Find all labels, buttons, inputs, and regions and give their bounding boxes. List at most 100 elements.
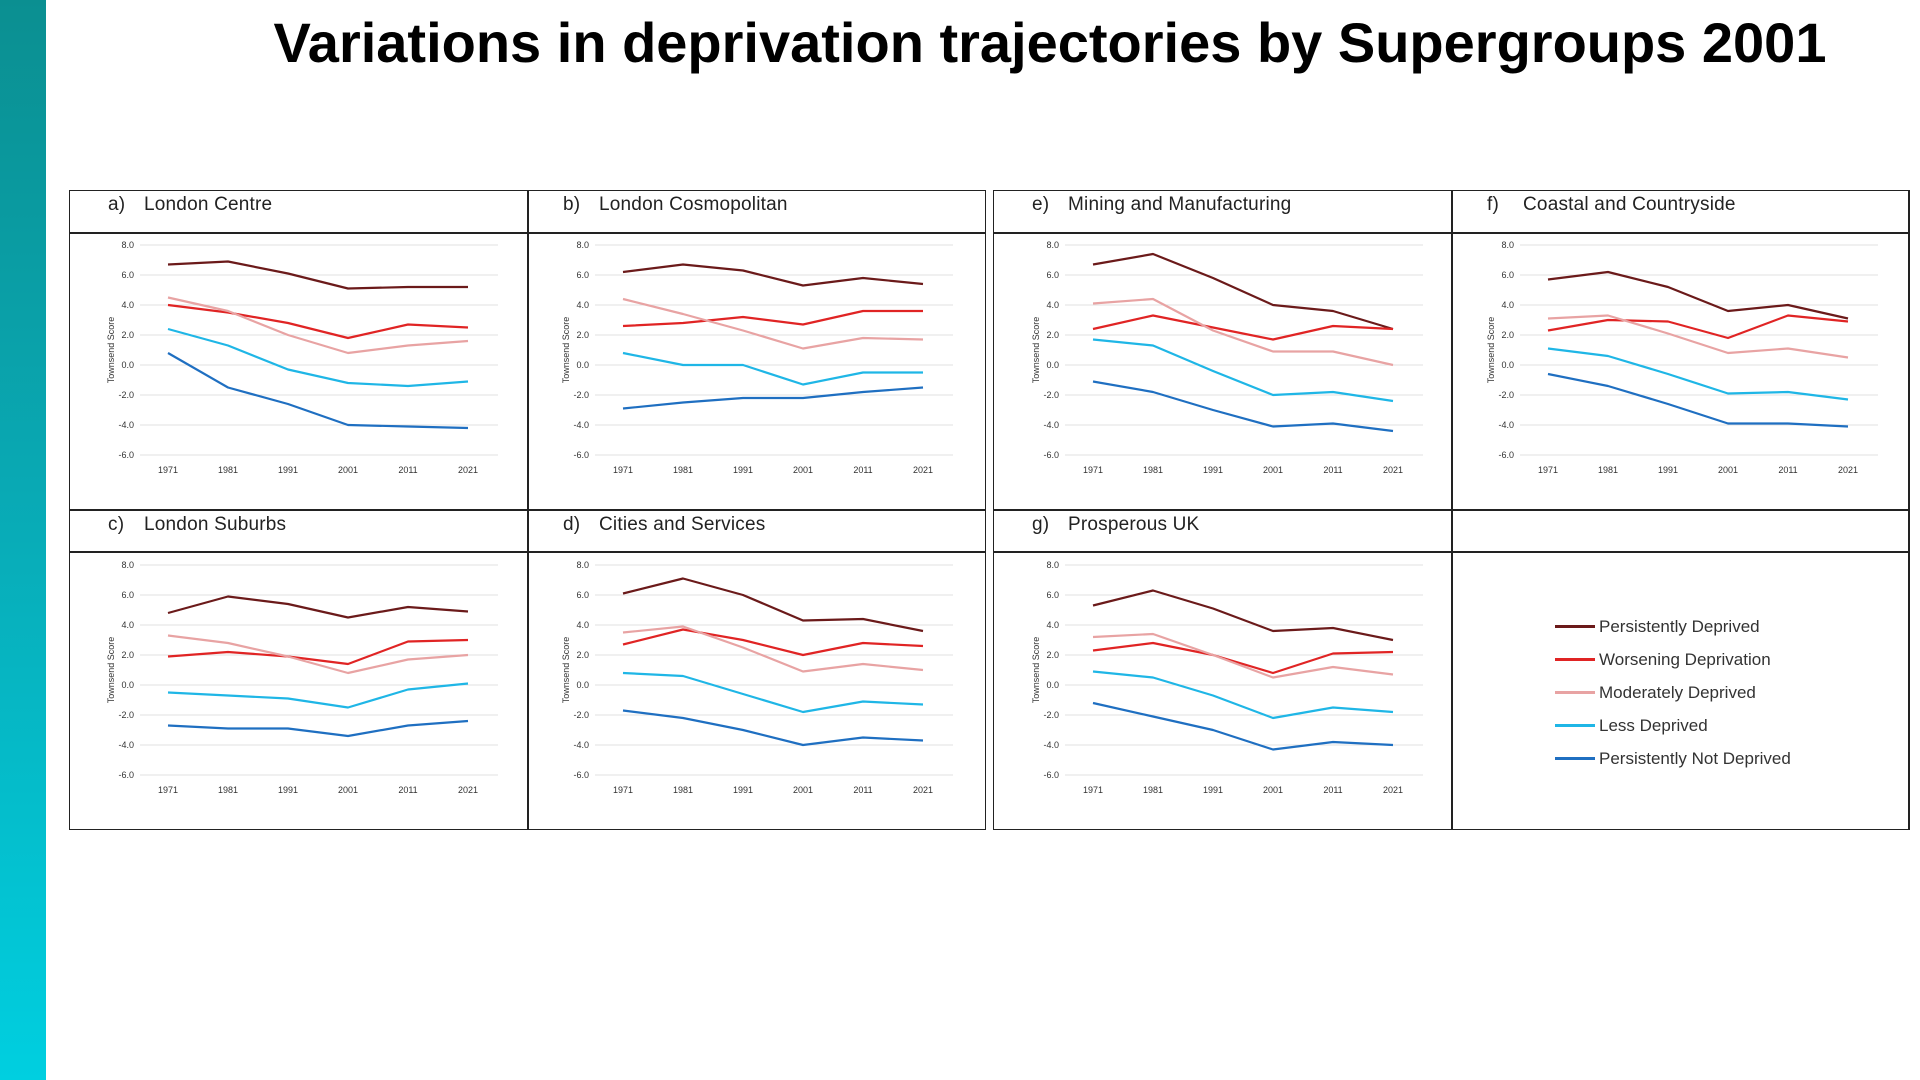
panel-f-heading: f) Coastal and Countryside bbox=[1487, 194, 1736, 215]
x-tick-label: 2001 bbox=[793, 465, 813, 475]
y-tick-label: 0.0 bbox=[576, 680, 589, 690]
series-line-moderately-deprived bbox=[622, 625, 924, 673]
x-tick-label: 2011 bbox=[1323, 785, 1342, 795]
y-tick-label: 8.0 bbox=[121, 240, 134, 250]
x-tick-label: 2021 bbox=[913, 465, 933, 475]
x-tick-label: 2011 bbox=[853, 465, 872, 475]
x-tick-label: 1971 bbox=[613, 465, 633, 475]
x-tick-label: 1971 bbox=[613, 785, 633, 795]
chart-coastal-and-countryside: Townsend Score 8.0 6.0 4.0 2.0 0.0 -2.0 -4.0 -6.… bbox=[1486, 240, 1878, 475]
y-tick-label: 6.0 bbox=[576, 590, 589, 600]
series-line-less-deprived bbox=[1547, 347, 1849, 401]
y-tick-label: -2.0 bbox=[1043, 710, 1059, 720]
series-line-less-deprived bbox=[622, 671, 924, 714]
x-tick-label: 2011 bbox=[853, 785, 872, 795]
y-tick-label: -4.0 bbox=[1498, 420, 1514, 430]
series-line-less-deprived bbox=[1092, 338, 1394, 403]
y-tick-label: 2.0 bbox=[576, 650, 589, 660]
grid-divider bbox=[994, 509, 1908, 511]
x-tick-label: 2021 bbox=[1838, 465, 1858, 475]
y-tick-label: 4.0 bbox=[121, 300, 134, 310]
legend-swatch bbox=[1555, 757, 1595, 760]
series-line-persistently-deprived bbox=[622, 577, 924, 633]
y-tick-label: 2.0 bbox=[1501, 330, 1514, 340]
x-tick-label: 2001 bbox=[338, 465, 358, 475]
y-tick-label: 2.0 bbox=[121, 330, 134, 340]
x-tick-label: 1981 bbox=[673, 785, 693, 795]
y-tick-label: 4.0 bbox=[121, 620, 134, 630]
y-tick-label: -2.0 bbox=[118, 390, 134, 400]
y-tick-label: 8.0 bbox=[121, 560, 134, 570]
y-tick-label: 8.0 bbox=[576, 560, 589, 570]
grid-divider bbox=[70, 509, 985, 511]
series-line-worsening-deprivation bbox=[167, 638, 469, 666]
chart-legend: Persistently Deprived Worsening Deprivat… bbox=[1555, 610, 1791, 775]
y-tick-label: -4.0 bbox=[1043, 740, 1059, 750]
series-line-moderately-deprived bbox=[622, 297, 924, 350]
x-tick-label: 1991 bbox=[1658, 465, 1678, 475]
y-tick-label: 4.0 bbox=[1046, 300, 1059, 310]
series-line-worsening-deprivation bbox=[1092, 641, 1394, 675]
x-tick-label: 1981 bbox=[1143, 785, 1163, 795]
chart-london-cosmopolitan: Townsend Score 8.0 6.0 4.0 2.0 0.0 -2.0 -4.0 -6.… bbox=[561, 240, 953, 475]
legend-swatch bbox=[1555, 691, 1595, 694]
series-line-persistently-not-deprived bbox=[622, 709, 924, 747]
x-tick-label: 2001 bbox=[793, 785, 813, 795]
x-tick-label: 2021 bbox=[913, 785, 933, 795]
y-tick-label: 6.0 bbox=[121, 270, 134, 280]
y-tick-label: 6.0 bbox=[1046, 590, 1059, 600]
x-tick-label: 1981 bbox=[1598, 465, 1618, 475]
chart-london-centre: Townsend Score 8.0 6.0 4.0 2.0 0.0 -2.0 -4.0 -6.… bbox=[106, 240, 498, 475]
y-tick-label: -4.0 bbox=[573, 420, 589, 430]
y-tick-label: -4.0 bbox=[1043, 420, 1059, 430]
series-line-persistently-deprived bbox=[1092, 589, 1394, 642]
y-tick-label: 6.0 bbox=[1046, 270, 1059, 280]
x-tick-label: 1991 bbox=[278, 785, 298, 795]
series-line-moderately-deprived bbox=[167, 634, 469, 675]
y-tick-label: 2.0 bbox=[121, 650, 134, 660]
series-line-persistently-deprived bbox=[1547, 270, 1849, 320]
y-tick-label: 2.0 bbox=[1046, 650, 1059, 660]
x-tick-label: 2001 bbox=[1718, 465, 1738, 475]
x-tick-label: 1991 bbox=[1203, 465, 1223, 475]
y-tick-label: -2.0 bbox=[1498, 390, 1514, 400]
grid-divider bbox=[70, 551, 985, 553]
y-tick-label: 4.0 bbox=[1501, 300, 1514, 310]
series-line-persistently-deprived bbox=[167, 260, 468, 290]
y-tick-label: 4.0 bbox=[1046, 620, 1059, 630]
series-line-persistently-not-deprived bbox=[1547, 372, 1849, 428]
slide-title: Variations in deprivation trajectories b… bbox=[273, 11, 1827, 74]
y-axis-title: Townsend Score bbox=[1486, 317, 1496, 384]
x-tick-label: 2021 bbox=[458, 785, 478, 795]
y-tick-label: 0.0 bbox=[1501, 360, 1514, 370]
y-tick-label: -6.0 bbox=[118, 450, 134, 460]
x-tick-label: 1971 bbox=[158, 785, 178, 795]
series-line-persistently-not-deprived bbox=[1092, 380, 1394, 433]
chart-mining-and-manufacturing: Townsend Score 8.0 6.0 4.0 2.0 0.0 -2.0 -4.0 -6.… bbox=[1031, 240, 1423, 475]
y-axis-title: Townsend Score bbox=[106, 637, 116, 704]
x-tick-label: 2001 bbox=[1263, 785, 1283, 795]
x-tick-label: 1981 bbox=[1143, 465, 1163, 475]
series-line-persistently-deprived bbox=[167, 595, 469, 619]
x-tick-label: 1991 bbox=[278, 465, 298, 475]
y-tick-label: 2.0 bbox=[1046, 330, 1059, 340]
x-tick-label: 1991 bbox=[733, 465, 753, 475]
x-tick-label: 2021 bbox=[458, 465, 478, 475]
series-line-moderately-deprived bbox=[1092, 632, 1394, 679]
legend-item: Worsening Deprivation bbox=[1555, 643, 1791, 676]
grid-divider bbox=[994, 232, 1908, 234]
y-axis-title: Townsend Score bbox=[1031, 637, 1041, 704]
x-tick-label: 2001 bbox=[338, 785, 358, 795]
x-tick-label: 1991 bbox=[1203, 785, 1223, 795]
y-tick-label: -2.0 bbox=[1043, 390, 1059, 400]
series-line-moderately-deprived bbox=[1547, 314, 1849, 359]
panel-b-heading: b) London Cosmopolitan bbox=[563, 194, 788, 215]
x-tick-label: 2011 bbox=[1323, 465, 1342, 475]
legend-swatch bbox=[1555, 625, 1595, 628]
series-line-less-deprived bbox=[167, 327, 469, 388]
y-tick-label: 8.0 bbox=[1046, 240, 1059, 250]
panel-a-heading: a) London Centre bbox=[108, 194, 273, 215]
series-line-less-deprived bbox=[622, 351, 923, 386]
chart-london-suburbs: Townsend Score 8.0 6.0 4.0 2.0 0.0 -2.0 -4.0 -6.… bbox=[106, 560, 498, 795]
x-tick-label: 2011 bbox=[398, 465, 417, 475]
